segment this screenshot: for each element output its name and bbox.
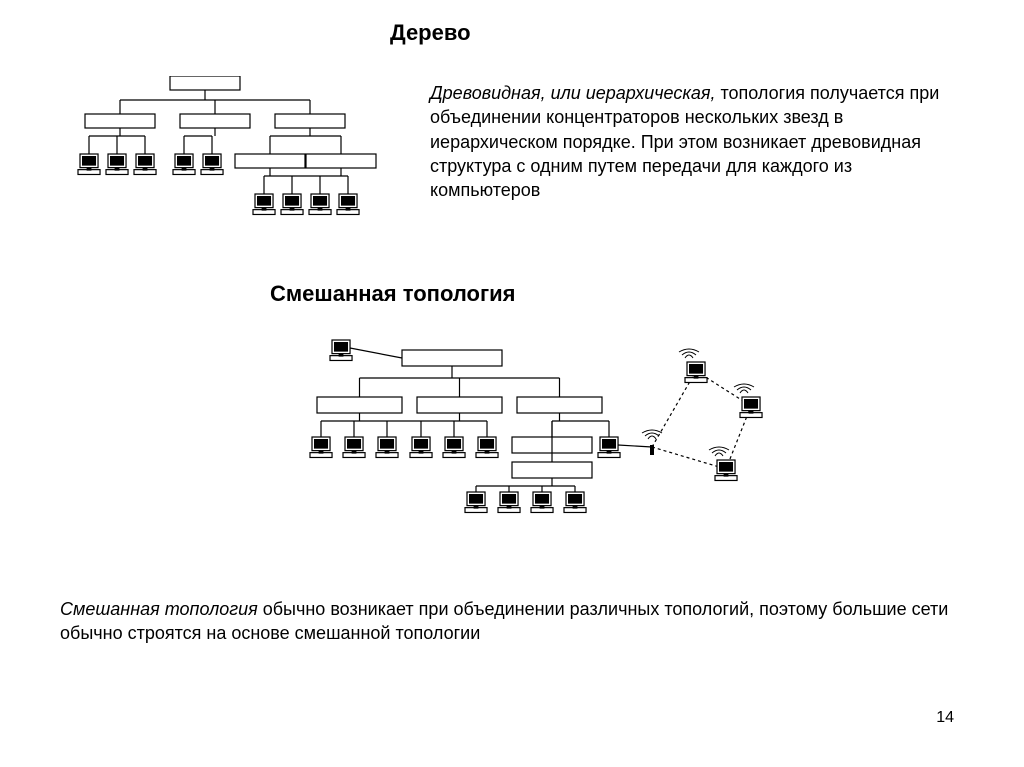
title-tree: Дерево bbox=[390, 20, 964, 46]
tree-desc-italic: Древовидная, или иерархическая, bbox=[430, 83, 716, 103]
page-number: 14 bbox=[936, 709, 954, 727]
mixed-diagram bbox=[212, 332, 812, 562]
mixed-desc-italic: Смешанная топология bbox=[60, 599, 258, 619]
mixed-description: Смешанная топология обычно возникает при… bbox=[60, 597, 964, 646]
tree-diagram bbox=[60, 76, 400, 251]
section-tree: Древовидная, или иерархическая, топологи… bbox=[60, 76, 964, 251]
tree-description: Древовидная, или иерархическая, топологи… bbox=[430, 76, 964, 251]
title-mixed: Смешанная топология bbox=[270, 281, 964, 307]
mixed-diagram-wrap bbox=[60, 332, 964, 562]
